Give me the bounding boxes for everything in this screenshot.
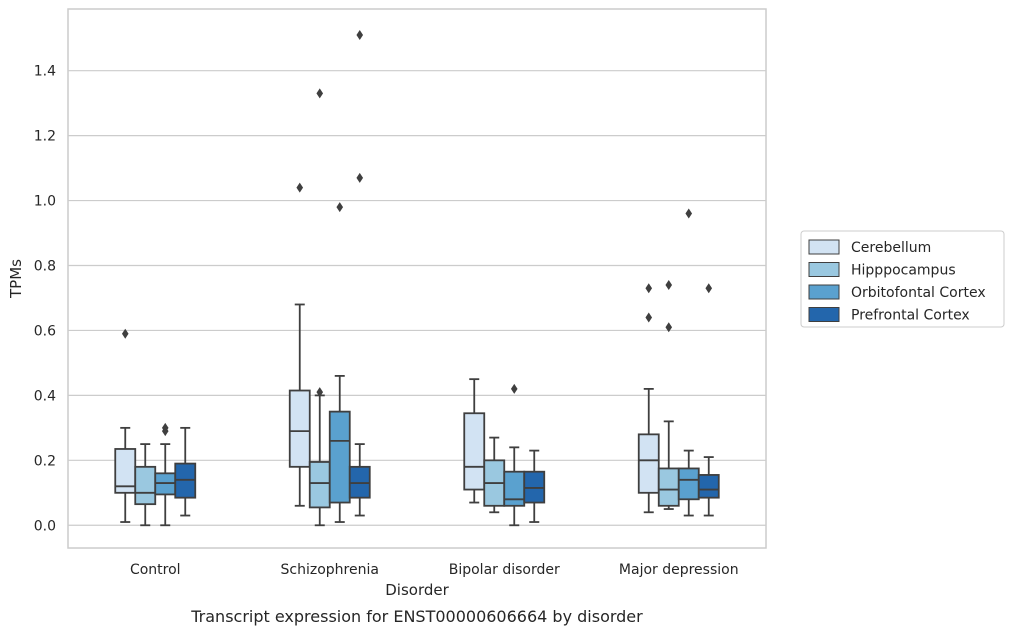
legend-swatch: [808, 284, 840, 300]
y-tick-label: 0.4: [34, 388, 56, 404]
legend-label: Hipppocampus: [851, 263, 956, 279]
box: [463, 412, 486, 491]
legend: Cerebellum Hipppocampus Orbitofontal Corte…: [800, 230, 1005, 328]
legend-label: Orbitofontal Cortex: [851, 285, 986, 301]
box-group: [523, 449, 546, 523]
outlier-point: [296, 182, 304, 193]
x-tick-label: Bipolar disorder: [449, 562, 560, 578]
legend-label: Prefrontal Cortex: [851, 308, 970, 324]
y-gridlines: [68, 70, 766, 526]
outlier-point: [121, 328, 129, 339]
box: [637, 433, 660, 494]
figure-caption: Transcript expression for ENST0000060666…: [190, 607, 643, 626]
outlier-point: [161, 422, 169, 433]
box-group: [503, 383, 526, 527]
box-group: [288, 182, 311, 507]
box-series: [114, 29, 720, 527]
outlier-point: [665, 322, 673, 333]
box: [328, 410, 351, 504]
y-tick-labels: 0.0 0.2 0.4 0.6 0.8 1.0 1.2 1.4: [34, 64, 56, 535]
box: [697, 474, 720, 499]
box: [134, 465, 157, 506]
box-group: [348, 29, 371, 517]
legend-swatch: [808, 262, 840, 277]
box-group: [134, 443, 157, 527]
x-axis-label: Disorder: [385, 581, 449, 599]
plot-frame: [67, 8, 767, 549]
outlier-point: [685, 208, 693, 219]
x-tick-label: Major depression: [619, 562, 739, 578]
legend-swatch: [808, 239, 840, 255]
box-group: [677, 208, 700, 517]
box: [308, 461, 331, 509]
box-group: [328, 202, 351, 523]
outlier-point: [356, 172, 364, 183]
legend-frame: [800, 230, 1005, 328]
outlier-point: [665, 279, 673, 290]
y-tick-label: 1.2: [34, 129, 56, 145]
y-axis-label: TPMs: [7, 259, 25, 299]
box-group: [637, 283, 660, 514]
outlier-point: [316, 387, 324, 398]
x-tick-labels: Control Schizophrenia Bipolar disorder Majo…: [130, 562, 739, 578]
box-group: [154, 422, 177, 527]
box-group: [657, 279, 680, 510]
outlier-point: [336, 202, 344, 213]
box: [657, 467, 680, 507]
box: [677, 467, 700, 501]
box-group: [463, 378, 486, 504]
y-tick-label: 1.4: [34, 64, 56, 80]
box: [503, 470, 526, 507]
outlier-point: [705, 283, 713, 294]
x-tick-label: Schizophrenia: [281, 562, 379, 578]
y-tick-label: 0.6: [34, 323, 56, 339]
box: [288, 389, 311, 468]
outlier-point: [510, 383, 518, 394]
box-group: [697, 283, 720, 517]
outlier-point: [645, 312, 653, 323]
x-tick-label: Control: [130, 562, 181, 578]
y-tick-label: 0.8: [34, 259, 56, 275]
outlier-point: [645, 283, 653, 294]
y-tick-label: 1.0: [34, 194, 56, 210]
y-tick-label: 0.0: [34, 518, 56, 534]
box-group: [114, 328, 137, 523]
legend-label: Cerebellum: [851, 240, 931, 256]
y-tick-label: 0.2: [34, 453, 56, 469]
box-group: [174, 426, 197, 517]
box-group: [308, 88, 331, 527]
outlier-point: [316, 88, 324, 99]
legend-swatch: [808, 307, 840, 322]
box-group: [483, 436, 506, 514]
outlier-point: [356, 29, 364, 40]
